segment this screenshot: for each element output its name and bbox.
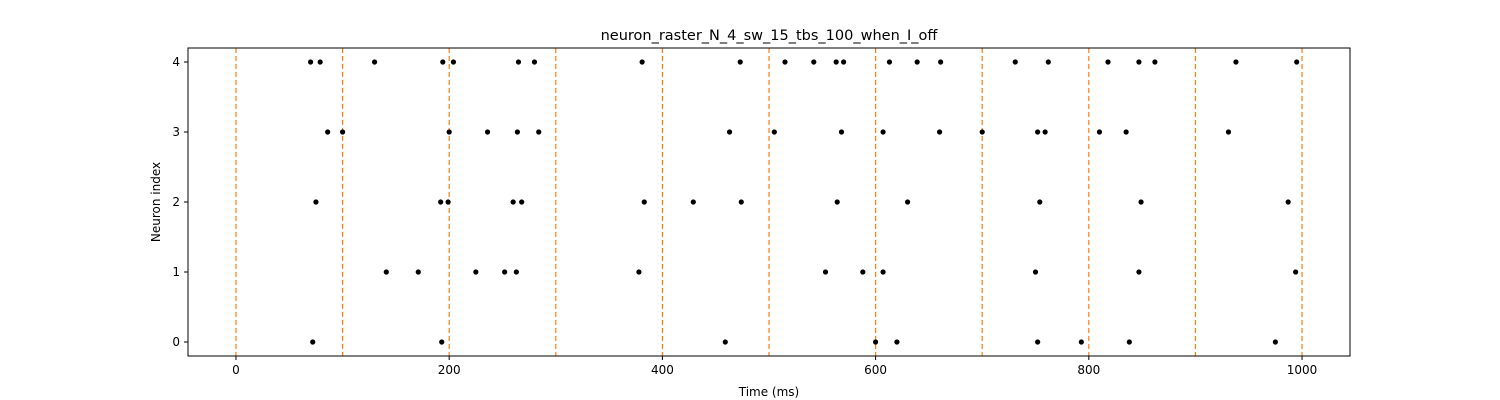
spike-point xyxy=(1272,339,1278,345)
spike-point xyxy=(450,59,457,65)
spike-point xyxy=(838,129,845,135)
spike-point xyxy=(519,199,525,205)
spike-point xyxy=(771,129,777,135)
spike-point xyxy=(782,59,788,65)
spike-point xyxy=(1233,59,1239,65)
y-tick-label: 1 xyxy=(172,265,180,279)
spike-point xyxy=(1035,129,1041,135)
spike-point xyxy=(880,269,886,275)
y-axis: 0 1 2 3 4 xyxy=(172,55,188,349)
spike-point xyxy=(1045,59,1051,65)
spike-point xyxy=(914,59,920,65)
spike-point xyxy=(317,59,323,65)
x-axis: 0 200 400 600 800 1000 xyxy=(232,356,1317,377)
chart-title: neuron_raster_N_4_sw_15_tbs_100_when_I_o… xyxy=(601,28,939,44)
spike-point xyxy=(339,129,346,135)
spike-point xyxy=(1136,59,1142,65)
spike-point xyxy=(536,129,542,135)
spike-point xyxy=(722,339,728,345)
spike-point xyxy=(313,199,319,205)
x-tick-label: 800 xyxy=(1077,363,1100,377)
spike-point xyxy=(1138,199,1144,205)
spike-point xyxy=(1285,199,1291,205)
spike-point xyxy=(1035,339,1041,345)
y-tick-label: 3 xyxy=(172,125,180,139)
spike-point xyxy=(833,59,839,65)
spike-point xyxy=(886,59,893,65)
spike-point xyxy=(1105,59,1111,65)
spike-point xyxy=(446,129,452,135)
spike-point xyxy=(738,199,744,205)
spike-point xyxy=(1042,129,1048,135)
spike-point xyxy=(502,269,508,275)
spike-point xyxy=(1293,269,1299,275)
spike-point xyxy=(938,59,944,65)
x-tick-label: 200 xyxy=(438,363,461,377)
spike-point xyxy=(904,199,911,205)
x-tick-label: 0 xyxy=(232,363,240,377)
spike-point xyxy=(639,59,645,65)
y-tick-label: 0 xyxy=(172,335,180,349)
spike-point xyxy=(860,269,866,275)
spike-point xyxy=(873,339,879,345)
spike-point xyxy=(1136,269,1142,275)
spike-point xyxy=(513,269,519,275)
x-tick-label: 1000 xyxy=(1287,363,1318,377)
spike-point xyxy=(445,199,451,205)
x-axis-label: Time (ms) xyxy=(738,385,800,399)
spike-point xyxy=(894,339,900,345)
spike-point xyxy=(1012,59,1018,65)
spike-point xyxy=(1152,59,1158,65)
spike-point xyxy=(514,129,521,135)
spike-point xyxy=(979,129,985,135)
spike-point xyxy=(636,269,642,275)
spike-point xyxy=(1126,339,1132,345)
y-tick-label: 4 xyxy=(172,55,180,69)
spike-point xyxy=(473,269,479,275)
spike-point xyxy=(371,59,378,65)
spike-point xyxy=(811,59,817,65)
spike-point xyxy=(1225,129,1232,135)
x-tick-label: 400 xyxy=(651,363,674,377)
spike-point xyxy=(307,59,314,65)
spike-point xyxy=(515,59,522,65)
spike-point xyxy=(641,199,647,205)
spike-point xyxy=(415,269,421,275)
spike-point xyxy=(310,339,316,345)
spike-point xyxy=(1037,199,1043,205)
spike-point xyxy=(726,129,733,135)
spike-point xyxy=(1123,129,1129,135)
spike-point xyxy=(880,129,886,135)
spike-point xyxy=(484,129,491,135)
y-axis-label: Neuron index xyxy=(149,162,163,242)
x-tick-label: 600 xyxy=(864,363,887,377)
spike-point xyxy=(325,129,331,135)
y-tick-label: 2 xyxy=(172,195,180,209)
spike-point xyxy=(1032,269,1039,275)
spike-point xyxy=(531,59,538,65)
spike-point xyxy=(1078,339,1084,345)
spike-point xyxy=(822,269,829,275)
spike-point xyxy=(1096,129,1103,135)
spike-point xyxy=(438,199,444,205)
spike-points xyxy=(307,59,1300,345)
spike-point xyxy=(440,59,446,65)
spike-point xyxy=(510,199,516,205)
spike-point xyxy=(737,59,743,65)
spike-point xyxy=(1294,59,1300,65)
spike-point xyxy=(841,59,847,65)
spike-point xyxy=(439,339,445,345)
spike-point xyxy=(690,199,696,205)
spike-point xyxy=(834,199,840,205)
spike-point xyxy=(383,269,389,275)
spike-point xyxy=(936,129,943,135)
